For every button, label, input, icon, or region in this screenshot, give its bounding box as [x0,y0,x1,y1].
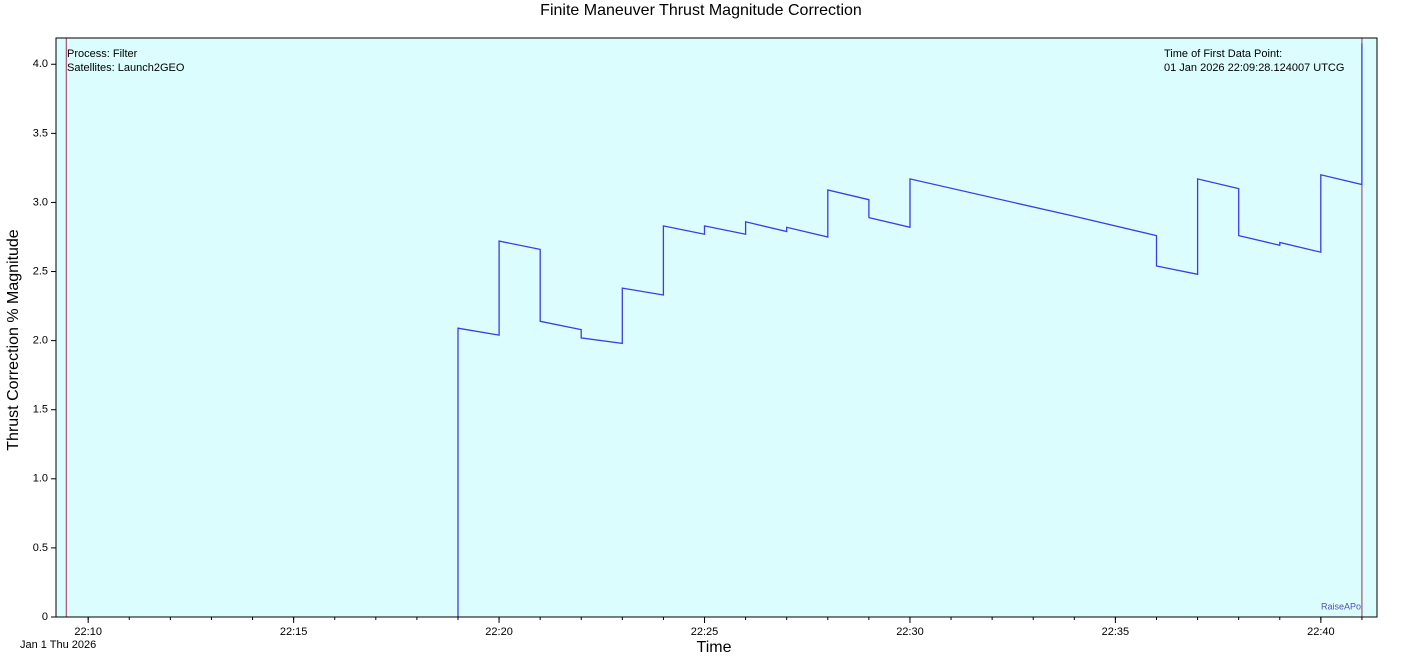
chart-title: Finite Maneuver Thrust Magnitude Correct… [540,2,862,19]
x-tick-label: 22:30 [896,626,924,638]
plot-area [56,38,1377,617]
x-tick-label: 22:40 [1307,626,1335,638]
y-axis-label: Thrust Correction % Magnitude [5,229,22,451]
date-label: Jan 1 Thu 2026 [20,639,96,651]
y-tick-label: 2.5 [33,265,48,277]
annotation: Process: Filter [67,48,138,60]
y-tick-label: 2.0 [33,335,48,347]
y-tick-label: 0.5 [33,542,48,554]
annotation: Satellites: Launch2GEO [67,62,185,74]
annotation: 01 Jan 2026 22:09:28.124007 UTCG [1164,62,1344,74]
y-tick-label: 3.0 [33,196,48,208]
x-tick-label: 22:25 [691,626,719,638]
y-tick-label: 4.0 [33,58,48,70]
y-tick-label: 0 [42,611,48,623]
series-line [457,43,1363,617]
y-tick-label: 1.5 [33,404,48,416]
x-axis-label: Time [697,639,732,656]
y-tick-label: 1.0 [33,473,48,485]
series-label: RaiseAPo [1321,601,1361,611]
x-tick-label: 22:20 [485,626,513,638]
plot-frame [55,37,1378,618]
y-tick-label: 3.5 [33,127,48,139]
x-tick-label: 22:35 [1102,626,1130,638]
annotation: Time of First Data Point: [1164,48,1282,60]
x-tick-label: 22:10 [74,626,102,638]
x-tick-label: 22:15 [280,626,308,638]
